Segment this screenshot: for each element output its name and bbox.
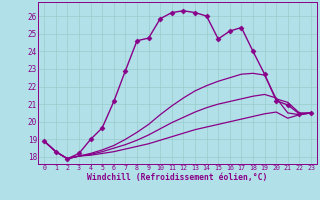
X-axis label: Windchill (Refroidissement éolien,°C): Windchill (Refroidissement éolien,°C) (87, 173, 268, 182)
